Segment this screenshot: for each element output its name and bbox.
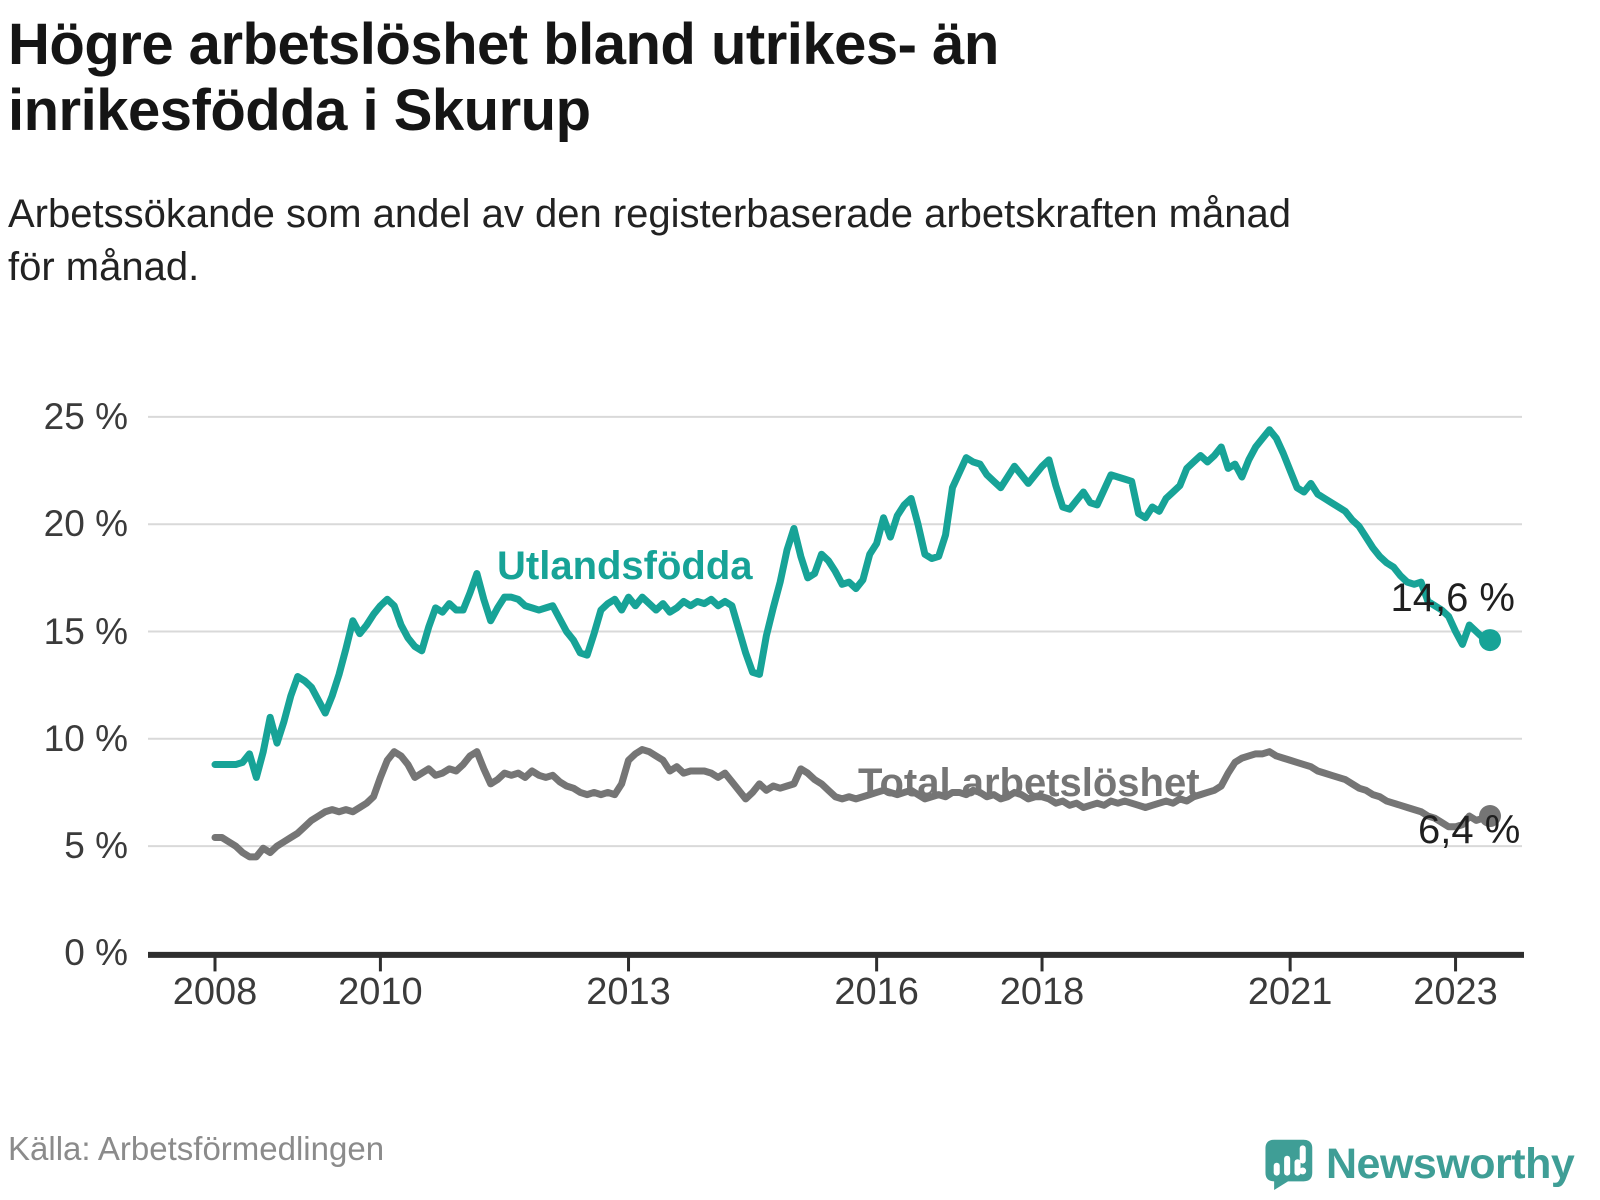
x-tick-label: 2016 bbox=[834, 971, 919, 1013]
x-tick-label: 2008 bbox=[172, 971, 258, 1013]
y-tick-label: 15 % bbox=[43, 610, 128, 652]
series-label-utlandsfodda: Utlandsfödda bbox=[497, 544, 753, 588]
y-tick-label: 20 % bbox=[43, 503, 128, 545]
x-tick-label: 2013 bbox=[586, 971, 671, 1013]
y-tick-label: 25 % bbox=[43, 395, 128, 437]
end-value-label-total: 6,4 % bbox=[1418, 808, 1521, 852]
source-note: Källa: Arbetsförmedlingen bbox=[8, 1130, 385, 1167]
y-tick-label: 0 % bbox=[64, 932, 128, 974]
brand-logo: Newsworthy bbox=[1262, 1136, 1575, 1192]
page-subtitle: Arbetssökande som andel av den registerb… bbox=[8, 192, 1291, 289]
page-title: Högre arbetslöshet bland utrikes- än inr… bbox=[8, 12, 999, 144]
x-tick-label: 2018 bbox=[999, 971, 1085, 1013]
x-tick-label: 2010 bbox=[338, 971, 423, 1013]
series-label-total: Total arbetslöshet bbox=[858, 761, 1200, 805]
y-tick-label: 5 % bbox=[64, 825, 128, 867]
newsworthy-bubble-icon bbox=[1265, 1139, 1313, 1190]
brand-name: Newsworthy bbox=[1326, 1139, 1575, 1188]
x-tick-label: 2023 bbox=[1413, 971, 1498, 1013]
x-tick-label: 2021 bbox=[1247, 971, 1333, 1013]
end-value-label-utlandsfodda: 14,6 % bbox=[1390, 576, 1515, 620]
y-tick-label: 10 % bbox=[43, 717, 128, 759]
